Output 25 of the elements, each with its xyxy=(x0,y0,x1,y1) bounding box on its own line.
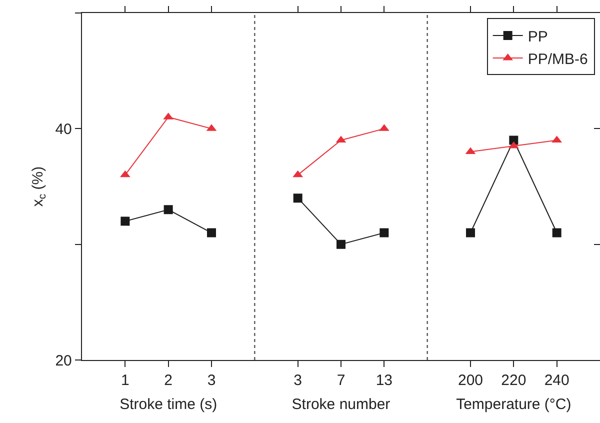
x-tick-label: 200 xyxy=(458,372,484,390)
x-tick-label: 2 xyxy=(164,372,172,390)
y-tick-label: 40 xyxy=(55,120,72,138)
x-axis-title: Stroke time (s) xyxy=(120,396,218,414)
x-tick-label: 220 xyxy=(501,372,526,390)
x-tick-label: 1 xyxy=(121,372,130,390)
point xyxy=(293,194,302,203)
legend-label: PP/MB-6 xyxy=(528,50,588,68)
point xyxy=(509,136,518,145)
x-tick-label: 3 xyxy=(294,372,302,390)
point xyxy=(336,240,346,249)
x-axis-title: Temperature (°C) xyxy=(456,396,572,414)
y-tick-label: 20 xyxy=(55,352,72,370)
x-axis-title: Stroke number xyxy=(292,396,390,414)
point xyxy=(552,228,562,238)
point xyxy=(120,216,130,226)
point xyxy=(207,228,216,238)
point xyxy=(380,228,389,238)
point xyxy=(164,205,173,214)
x-tick-label: 3 xyxy=(207,372,216,390)
x-tick-label: 7 xyxy=(336,372,346,390)
x-tick-label: 240 xyxy=(544,372,570,390)
point xyxy=(466,228,476,238)
legend-label: PP xyxy=(528,28,548,46)
x-tick-label: 13 xyxy=(376,372,393,390)
